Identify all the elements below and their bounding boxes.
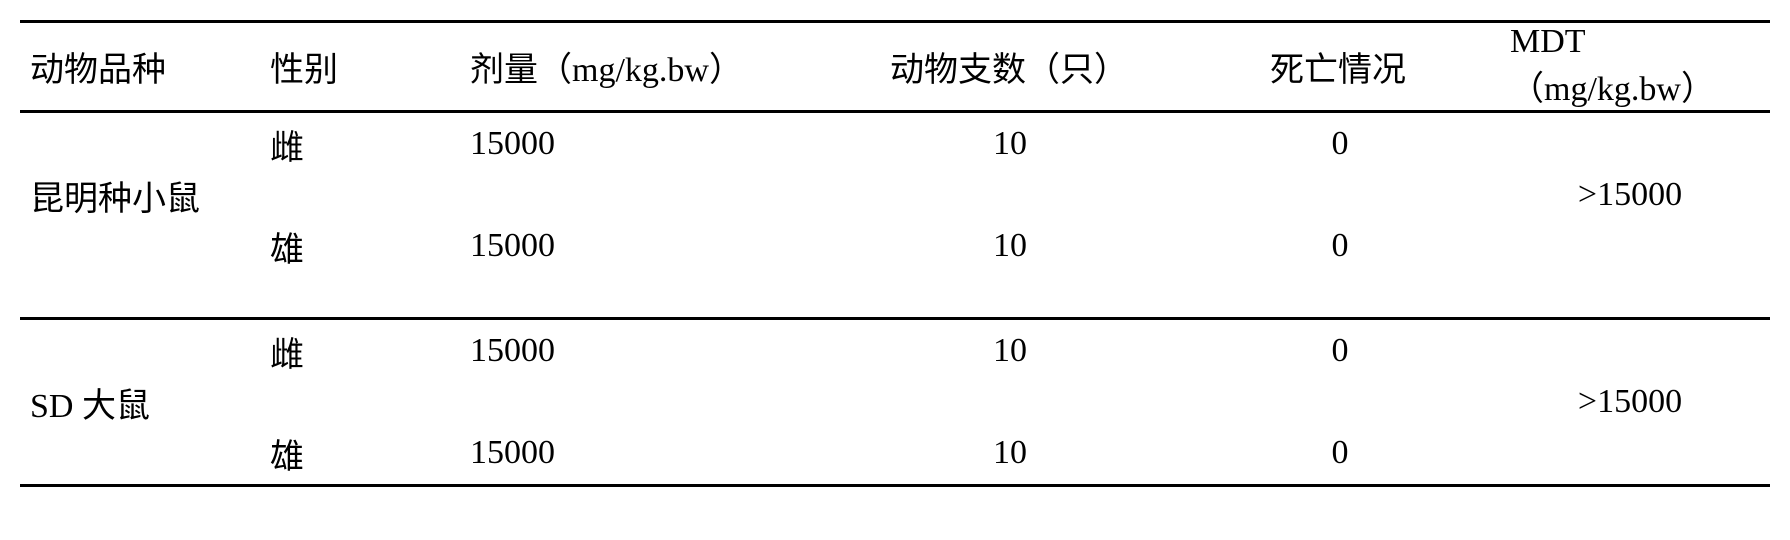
col-header-sex: 性别: [270, 22, 470, 112]
cell-sex: 雌: [270, 319, 470, 383]
cell-dose: 15000: [470, 112, 830, 176]
cell-death: 0: [1190, 422, 1490, 486]
header-row: 动物品种 性别 剂量（mg/kg.bw） 动物支数（只） 死亡情况 MDT（mg…: [20, 22, 1770, 112]
table-row-spacer: [20, 277, 1770, 319]
cell-species: 昆明种小鼠: [20, 112, 270, 278]
cell-sex: 雄: [270, 422, 470, 486]
col-header-death: 死亡情况: [1190, 22, 1490, 112]
col-header-dose: 剂量（mg/kg.bw）: [470, 22, 830, 112]
cell-sex: 雌: [270, 112, 470, 176]
cell-count: 10: [830, 215, 1190, 277]
cell-dose: 15000: [470, 422, 830, 486]
cell-mdt: >15000: [1490, 112, 1770, 278]
cell-species: SD 大鼠: [20, 319, 270, 486]
cell-count: 10: [830, 422, 1190, 486]
table-row: 昆明种小鼠 雌 15000 10 0 >15000: [20, 112, 1770, 176]
col-header-count: 动物支数（只）: [830, 22, 1190, 112]
cell-death: 0: [1190, 112, 1490, 176]
cell-sex: 雄: [270, 215, 470, 277]
cell-count: 10: [830, 319, 1190, 383]
cell-dose: 15000: [470, 215, 830, 277]
cell-count: 10: [830, 112, 1190, 176]
table-row: SD 大鼠 雌 15000 10 0 >15000: [20, 319, 1770, 383]
cell-mdt: >15000: [1490, 319, 1770, 486]
toxicity-table: 动物品种 性别 剂量（mg/kg.bw） 动物支数（只） 死亡情况 MDT（mg…: [20, 20, 1770, 487]
col-header-mdt: MDT（mg/kg.bw）: [1490, 22, 1770, 112]
col-header-species: 动物品种: [20, 22, 270, 112]
cell-death: 0: [1190, 215, 1490, 277]
cell-death: 0: [1190, 319, 1490, 383]
cell-dose: 15000: [470, 319, 830, 383]
